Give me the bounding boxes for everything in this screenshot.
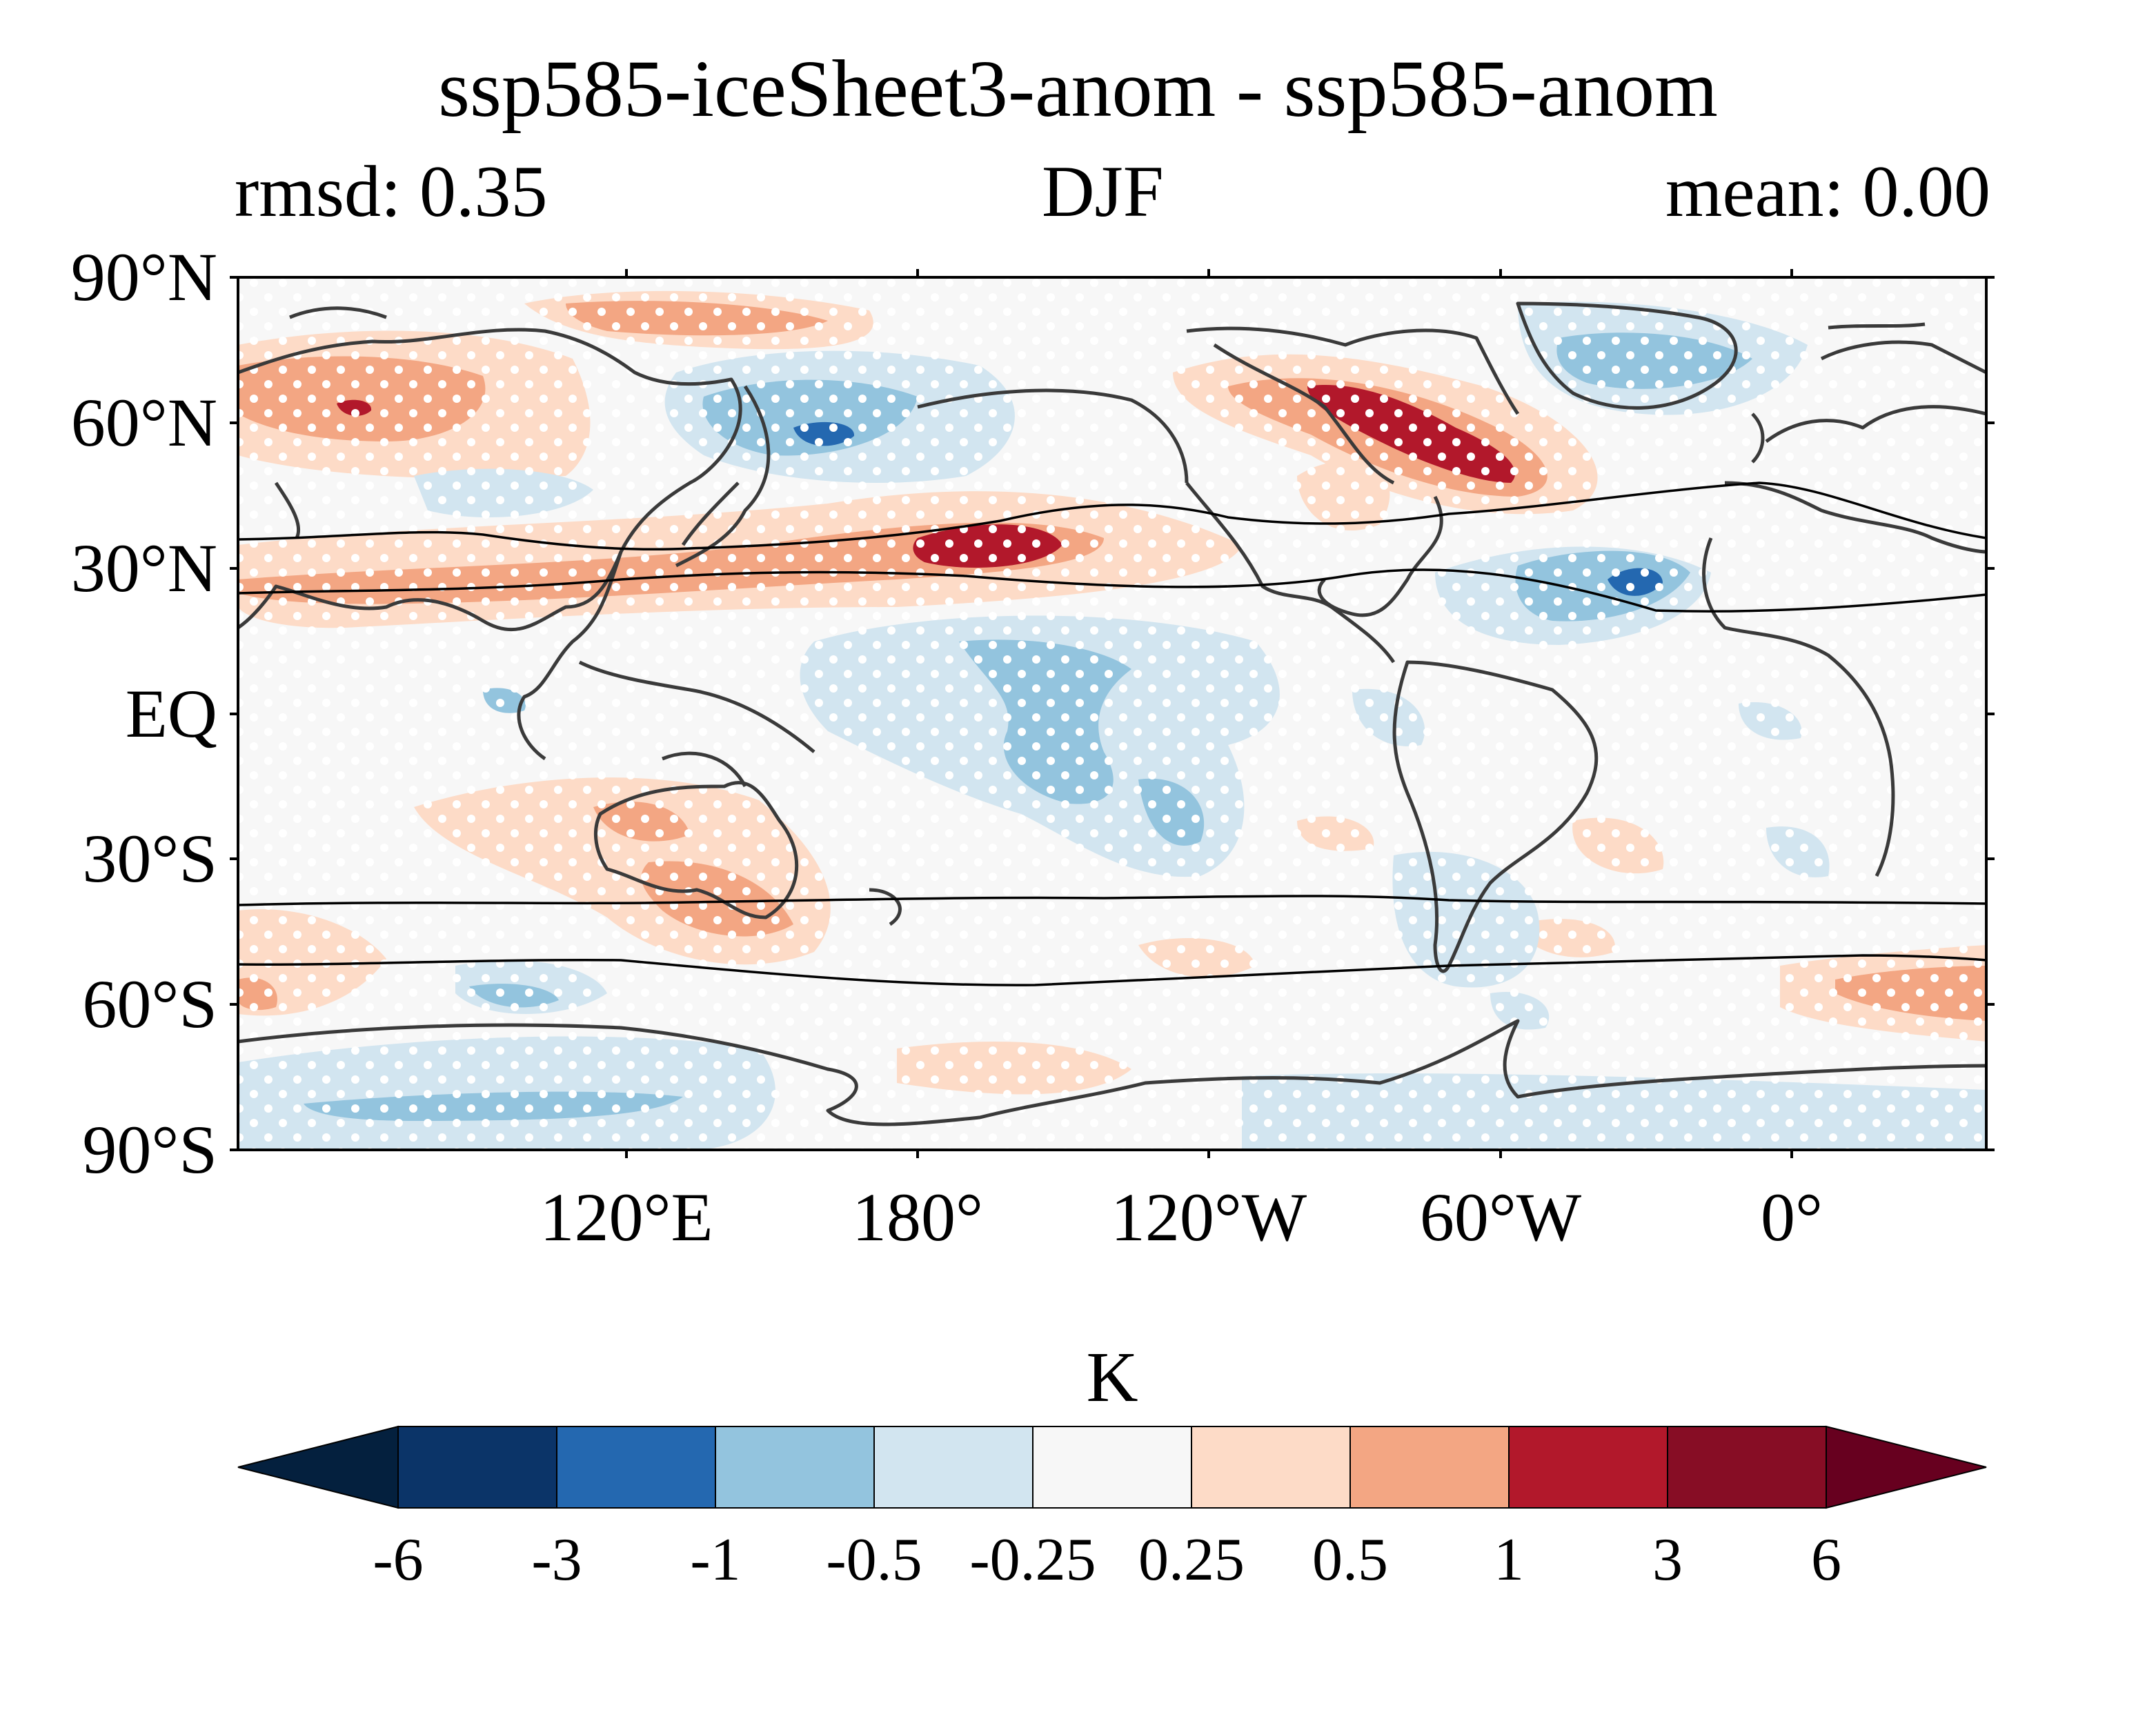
colorbar-tick-label: 3 xyxy=(1652,1527,1683,1593)
coastlines xyxy=(238,301,1986,1126)
lat-label-eq: EQ xyxy=(125,675,217,752)
lon-label-180: 180° xyxy=(852,1179,983,1255)
colorbar-segment xyxy=(556,1426,716,1509)
lon-label-0: 0° xyxy=(1761,1179,1823,1255)
lat-label-30s: 30°S xyxy=(82,820,217,897)
colorbar-tick-label: 0.5 xyxy=(1312,1527,1388,1593)
colorbar-tick-label: 0.25 xyxy=(1138,1527,1245,1593)
significance-stippling xyxy=(238,277,1986,1150)
colorbar-segment xyxy=(1349,1426,1510,1509)
colorbar-segment xyxy=(715,1426,875,1509)
lon-label-60w: 60°W xyxy=(1419,1179,1582,1255)
colorbar-tick-label: 1 xyxy=(1494,1527,1524,1593)
rmsd-stat: rmsd: 0.35 xyxy=(235,151,548,232)
lat-label-60s: 60°S xyxy=(82,966,217,1042)
colorbar-segment xyxy=(1191,1426,1351,1509)
season-label: DJF xyxy=(1042,151,1164,232)
colorbar-tick-label: -6 xyxy=(373,1527,424,1593)
lon-label-120e: 120°E xyxy=(540,1179,713,1255)
map-panel xyxy=(238,277,1986,1150)
lon-label-120w: 120°W xyxy=(1110,1179,1307,1255)
lat-label-90n: 90°N xyxy=(70,239,217,315)
colorbar-segment xyxy=(1032,1426,1192,1509)
lat-label-30n: 30°N xyxy=(70,530,217,606)
map-title: ssp585-iceSheet3-anom - ssp585-anom xyxy=(438,43,1718,134)
colorbar-tick-label: -0.5 xyxy=(826,1527,922,1593)
mean-stat: mean: 0.00 xyxy=(1665,151,1990,232)
colorbar-tick-label: 6 xyxy=(1811,1527,1841,1593)
lat-label-60n: 60°N xyxy=(70,384,217,461)
reference-contours xyxy=(238,481,1986,986)
colorbar-extend-low xyxy=(237,1425,399,1509)
axis-ticks xyxy=(230,269,1995,1158)
colorbar-outline xyxy=(397,1426,1827,1509)
colorbar-segment xyxy=(873,1426,1034,1509)
colorbar xyxy=(237,1425,1987,1509)
colorbar-segment xyxy=(397,1426,557,1509)
colorbar-segment xyxy=(1667,1426,1827,1509)
colorbar-tick-label: -0.25 xyxy=(969,1527,1096,1593)
colorbar-extend-high xyxy=(1826,1425,1987,1509)
lat-label-90s: 90°S xyxy=(82,1111,217,1188)
colorbar-unit: K xyxy=(1086,1338,1138,1417)
colorbar-tick-label: -1 xyxy=(690,1527,741,1593)
colorbar-segment xyxy=(1508,1426,1668,1509)
colorbar-tick-label: -3 xyxy=(531,1527,582,1593)
